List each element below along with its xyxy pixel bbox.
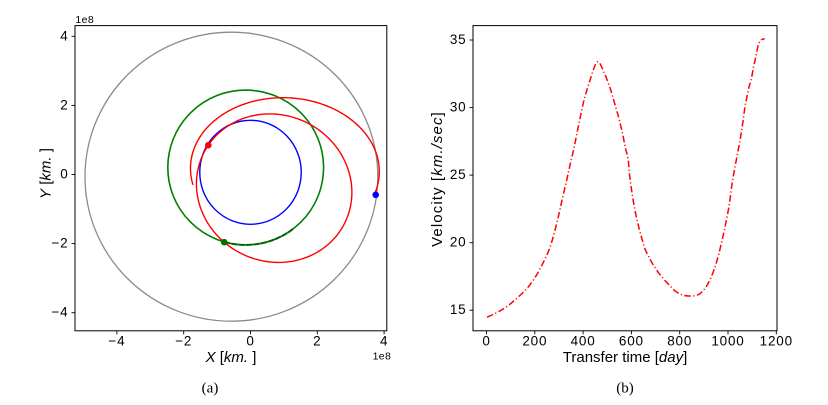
svg-text:35: 35	[450, 32, 467, 47]
svg-text:Transfer time [day]: Transfer time [day]	[563, 349, 688, 366]
svg-text:600: 600	[619, 333, 644, 348]
svg-text:−4: −4	[52, 305, 69, 320]
svg-text:(a): (a)	[202, 381, 219, 397]
svg-text:1e8: 1e8	[373, 350, 392, 362]
svg-text:−2: −2	[175, 333, 192, 348]
svg-text:15: 15	[450, 302, 467, 317]
svg-text:−4: −4	[108, 333, 125, 348]
svg-text:Y [km. ]: Y [km. ]	[38, 148, 55, 199]
svg-text:20: 20	[450, 235, 467, 250]
svg-text:1000: 1000	[711, 333, 744, 348]
svg-text:200: 200	[522, 333, 547, 348]
svg-text:(b): (b)	[616, 381, 634, 397]
svg-text:0: 0	[482, 333, 490, 348]
svg-text:Velocity [km./sec]: Velocity [km./sec]	[429, 111, 446, 247]
svg-text:400: 400	[571, 333, 596, 348]
svg-text:800: 800	[667, 333, 692, 348]
svg-text:4: 4	[60, 28, 68, 43]
svg-text:4: 4	[380, 333, 388, 348]
svg-text:−2: −2	[52, 236, 69, 251]
svg-text:1e8: 1e8	[75, 14, 94, 26]
svg-text:25: 25	[450, 167, 467, 182]
svg-text:30: 30	[450, 100, 467, 115]
svg-text:1200: 1200	[760, 333, 793, 348]
svg-text:X [km. ]: X [km. ]	[205, 349, 257, 366]
svg-text:0: 0	[60, 167, 68, 182]
svg-text:2: 2	[313, 333, 321, 348]
svg-text:2: 2	[60, 97, 68, 112]
svg-text:0: 0	[246, 333, 254, 348]
